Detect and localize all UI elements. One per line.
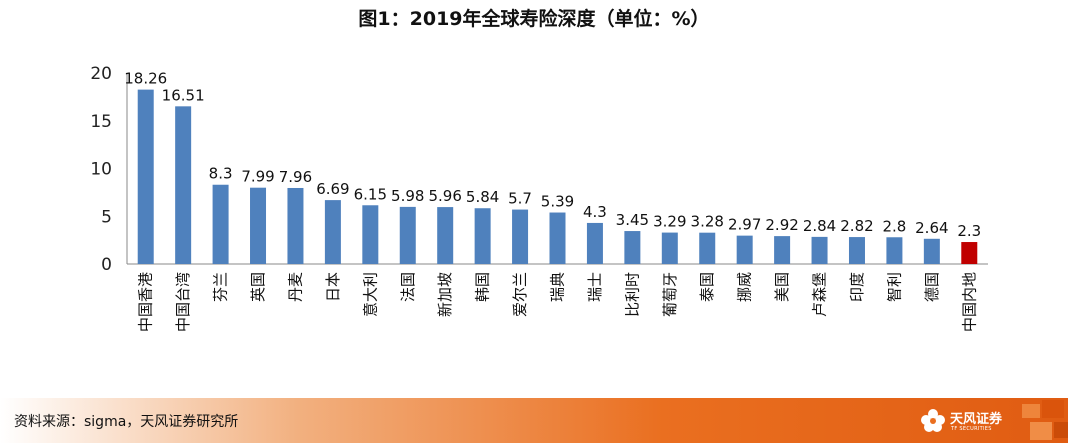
bar [624,231,641,264]
category-label: 印度 [848,272,866,302]
data-label: 5.98 [391,187,424,205]
data-label: 7.99 [241,168,274,186]
bar [586,222,603,264]
bar [399,206,416,264]
category-label: 法国 [399,272,417,302]
bar [175,106,192,264]
category-label: 葡萄牙 [661,272,679,317]
data-label: 7.96 [279,168,312,186]
bar [848,237,865,264]
category-label: 丹麦 [286,272,304,302]
y-tick-label: 15 [90,112,112,132]
data-label: 5.7 [508,190,532,208]
bar [774,236,791,264]
data-label: 18.26 [124,70,167,88]
decorative-squares [1022,400,1068,440]
data-label: 6.15 [354,185,387,203]
category-label: 爱尔兰 [511,272,529,317]
bar [699,232,716,264]
bar [474,208,491,264]
bar [137,89,154,264]
chart-title: 图1：2019年全球寿险深度（单位：%） [358,8,710,30]
category-label: 中国内地 [960,272,978,332]
y-tick-label: 0 [101,255,112,275]
category-label: 中国台湾 [174,272,192,332]
bar [923,238,940,264]
y-tick-label: 10 [90,160,112,180]
bar [324,200,341,264]
y-axis-ticks: 0 5 10 15 20 [90,64,112,275]
flower-logo-icon [921,409,945,432]
bar [661,232,678,264]
bar [811,236,828,264]
bar [736,235,753,264]
logo-text: 天风证券 [950,412,1003,427]
data-label: 5.84 [466,188,499,206]
data-label: 5.39 [541,193,574,211]
data-label: 6.69 [316,180,349,198]
bar [287,187,304,264]
category-label: 智利 [885,272,903,302]
data-label: 2.92 [765,216,798,234]
category-label: 比利时 [623,272,641,317]
category-label: 日本 [324,272,342,302]
y-tick-label: 5 [101,207,112,227]
category-label: 瑞典 [549,272,567,302]
data-label: 4.3 [583,203,607,221]
bar [250,187,267,264]
footer-bar: 资料来源：sigma，天风证券研究所 天风证券 TF SECURITIES [0,398,1068,443]
category-label: 意大利 [361,272,379,317]
data-label: 3.28 [691,213,724,231]
bar [961,242,978,264]
bar [362,205,379,264]
data-label: 3.29 [653,213,686,231]
category-label: 英国 [249,272,267,302]
data-label: 5.96 [428,187,461,205]
logo-subtext: TF SECURITIES [951,426,992,432]
category-label: 中国香港 [137,272,155,332]
category-label: 新加坡 [436,272,454,317]
category-label: 泰国 [698,272,716,302]
bar [549,212,566,264]
category-label: 挪威 [736,272,754,302]
category-label: 芬兰 [212,272,230,302]
data-label: 2.97 [728,216,761,234]
category-label: 卢森堡 [811,272,829,317]
tf-securities-logo: 天风证券 TF SECURITIES [918,404,1014,438]
data-label: 2.82 [840,217,873,235]
bar [212,184,229,264]
category-labels-group: 中国香港 中国台湾 芬兰 英国 丹麦 日本 意大利 法国 新加坡 韩国 爱尔兰 瑞典 瑞士 比利时 葡萄牙 泰… [137,272,979,332]
category-label: 美国 [773,272,791,302]
bars-group [137,89,978,264]
source-note: 资料来源：sigma，天风证券研究所 [14,414,239,430]
data-label: 2.3 [957,222,981,240]
data-label: 3.45 [616,211,649,229]
category-label: 瑞士 [586,272,604,302]
bar [512,209,529,264]
data-label: 8.3 [209,165,233,183]
y-tick-label: 20 [90,64,112,84]
data-label: 16.51 [162,86,205,104]
data-label: 2.64 [915,219,948,237]
data-label: 2.84 [803,217,836,235]
data-label: 2.8 [882,217,906,235]
category-label: 德国 [923,272,941,302]
bar [437,207,454,264]
category-label: 韩国 [474,272,492,302]
bar [886,237,903,264]
